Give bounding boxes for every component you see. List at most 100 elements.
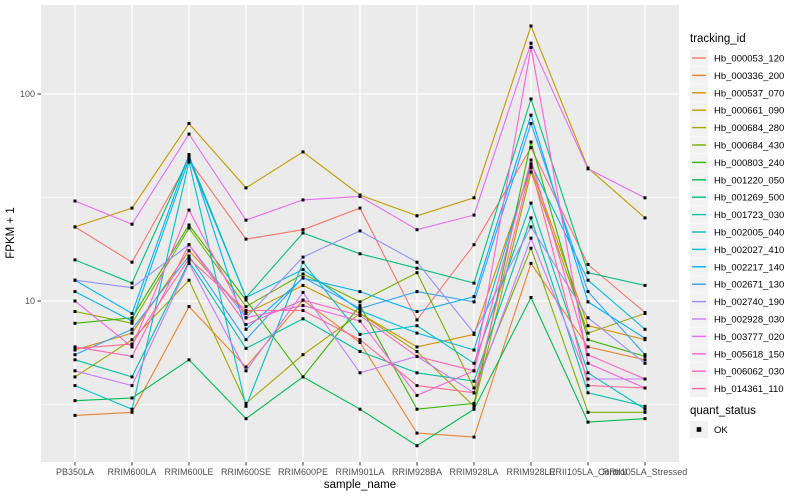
legend: tracking_id Hb_000053_120Hb_000336_200Hb…	[690, 33, 784, 438]
data-point	[415, 350, 419, 353]
data-point	[586, 290, 590, 294]
data-point	[472, 401, 476, 405]
data-point	[244, 365, 248, 369]
data-point	[472, 331, 476, 335]
data-point	[130, 286, 134, 290]
data-point	[73, 346, 77, 350]
data-point	[130, 384, 134, 388]
data-point	[472, 196, 476, 200]
legend-item: Hb_000053_120	[690, 49, 784, 67]
data-point	[415, 371, 419, 375]
data-point	[643, 358, 647, 362]
data-point	[358, 252, 362, 256]
data-point	[358, 307, 362, 310]
data-point	[301, 304, 305, 308]
data-point	[301, 272, 305, 276]
data-point	[586, 410, 590, 414]
data-point	[130, 222, 134, 226]
data-point	[472, 213, 476, 217]
data-point	[415, 310, 419, 313]
data-point	[472, 407, 476, 411]
data-point	[358, 407, 362, 411]
data-point	[244, 401, 248, 405]
data-point	[244, 305, 248, 309]
data-point	[472, 281, 476, 285]
x-tick-label: RRIM600LA	[107, 467, 156, 477]
data-point	[244, 237, 248, 241]
data-point	[415, 407, 419, 411]
legend-item-label: Hb_000537_070	[714, 88, 784, 99]
data-point	[358, 314, 362, 318]
data-point	[472, 295, 476, 299]
data-point	[415, 266, 419, 270]
data-point	[472, 361, 476, 365]
data-point	[643, 283, 647, 287]
data-point	[415, 228, 419, 232]
x-tick-label: RRIM600LE	[164, 467, 213, 477]
legend-item: Hb_014361_110	[690, 380, 784, 398]
legend-item: Hb_002005_040	[690, 223, 784, 241]
legend-item: Hb_000661_090	[690, 101, 784, 119]
data-point	[130, 407, 134, 411]
data-point	[73, 399, 77, 403]
data-point	[415, 318, 419, 322]
legend-item: Hb_000537_070	[690, 84, 784, 102]
data-point	[358, 194, 362, 198]
data-point	[643, 361, 647, 365]
legend-item: Hb_002740_190	[690, 293, 784, 311]
data-point	[472, 300, 476, 304]
y-axis: 100 10	[20, 89, 41, 306]
x-tick-label: RRIM600PE	[278, 467, 328, 477]
data-point	[73, 375, 77, 379]
data-point	[130, 331, 134, 335]
x-axis: PB350LA RRIM600LA RRIM600LE RRIM600SE RRIM60…	[56, 462, 687, 477]
data-point	[187, 153, 191, 156]
data-point	[187, 257, 191, 261]
x-tick-label: RRII105LA_Control	[549, 467, 627, 477]
data-point	[586, 391, 590, 395]
legend-item: Hb_001269_500	[690, 188, 784, 206]
data-point	[130, 206, 134, 210]
x-tick-label: RRIM928BA	[392, 467, 442, 477]
data-point	[529, 146, 533, 150]
data-point	[586, 278, 590, 282]
data-point	[301, 150, 305, 154]
legend-item: Hb_002217_140	[690, 258, 784, 276]
data-point	[586, 345, 590, 349]
data-point	[358, 350, 362, 353]
legend-item-label: Hb_002027_410	[714, 245, 784, 256]
data-point	[643, 196, 647, 200]
data-point	[586, 300, 590, 304]
data-point	[529, 24, 533, 28]
data-point	[415, 444, 419, 448]
data-point	[130, 338, 134, 342]
data-point	[187, 305, 191, 309]
data-point	[187, 249, 191, 253]
legend-tracking-items: Hb_000053_120 Hb_000336_200 Hb_000537_070 H…	[690, 49, 784, 398]
legend-item-label: Hb_014361_110	[714, 384, 784, 395]
data-point	[73, 310, 77, 313]
data-point	[415, 331, 419, 335]
data-point	[130, 321, 134, 325]
data-point	[472, 435, 476, 439]
legend-item-label: Hb_000336_200	[714, 71, 784, 82]
data-point	[586, 384, 590, 388]
data-point	[130, 327, 134, 331]
legend-item-label: Hb_002217_140	[714, 262, 784, 273]
data-point	[73, 225, 77, 229]
data-point	[643, 410, 647, 414]
data-point	[73, 384, 77, 388]
legend-item-label: Hb_002005_040	[714, 228, 784, 239]
data-point	[415, 290, 419, 294]
data-point	[415, 354, 419, 358]
data-point	[244, 369, 248, 373]
data-point	[187, 254, 191, 258]
data-point	[586, 271, 590, 275]
data-point	[358, 309, 362, 312]
legend-title-quant: quant_status	[690, 405, 756, 417]
data-point	[472, 348, 476, 352]
data-point	[73, 348, 77, 352]
data-point	[244, 404, 248, 408]
